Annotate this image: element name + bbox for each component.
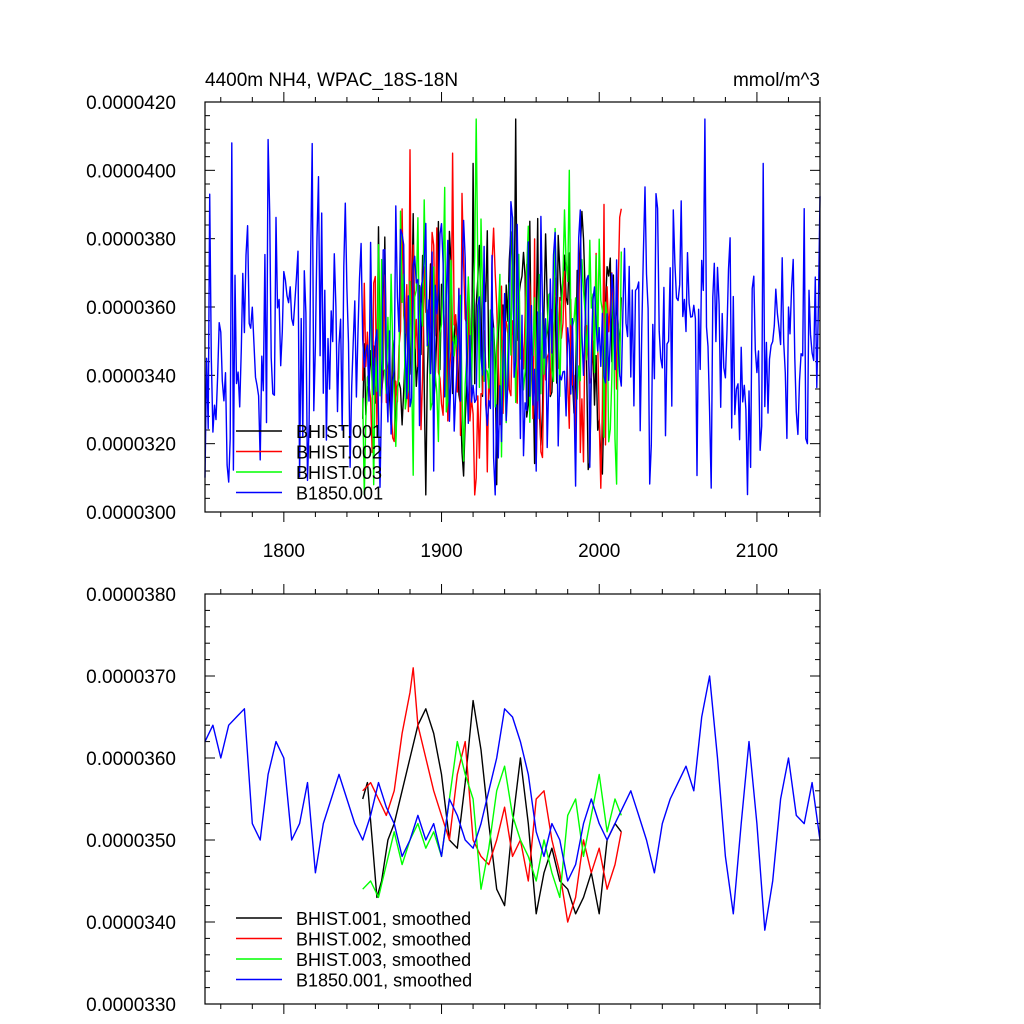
legend-label: BHIST.001, smoothed	[296, 909, 471, 929]
y-tick-label: 0.0000400	[86, 161, 176, 182]
x-tick-label: 2100	[736, 541, 778, 562]
top-panel-series	[204, 118, 821, 496]
y-tick-label: 0.0000360	[86, 298, 176, 319]
top-panel-frame	[204, 101, 821, 513]
y-tick-label: 0.0000380	[86, 585, 176, 606]
legend-label: BHIST.003	[296, 463, 382, 483]
series-line	[204, 675, 821, 931]
y-tick-label: 0.0000340	[86, 913, 176, 934]
x-tick-label: 1900	[420, 541, 462, 562]
top-panel: 4400m NH4, WPAC_18S-18N mmol/m^3 0.00003…	[86, 70, 821, 562]
top-panel-units: mmol/m^3	[733, 70, 820, 91]
y-tick-label: 0.0000300	[86, 503, 176, 524]
legend-label: B1850.001	[296, 484, 383, 504]
y-tick-label: 0.0000360	[86, 749, 176, 770]
x-tick-label: 1800	[263, 541, 305, 562]
y-tick-label: 0.0000370	[86, 667, 176, 688]
y-tick-label: 0.0000320	[86, 435, 176, 456]
series-line	[362, 699, 622, 915]
legend-label: B1850.001, smoothed	[296, 971, 472, 991]
legend-label: BHIST.002	[296, 443, 382, 463]
bottom-panel-ticks: 0.0000330 0.0000340 0.0000350 0.0000360 0.00…	[86, 584, 821, 1016]
series-line	[362, 740, 622, 899]
legend-label: BHIST.002, smoothed	[296, 930, 471, 950]
bottom-panel-series	[204, 667, 821, 931]
legend-label: BHIST.001	[296, 422, 382, 442]
top-panel-title: 4400m NH4, WPAC_18S-18N	[205, 70, 458, 91]
top-panel-ticks: 0.0000300 0.0000320 0.0000340 0.0000360 0.00…	[86, 92, 821, 562]
y-tick-label: 0.0000330	[86, 995, 176, 1016]
series-line	[204, 118, 821, 496]
x-tick-label: 2000	[578, 541, 620, 562]
y-tick-label: 0.0000340	[86, 366, 176, 387]
legend-label: BHIST.003, smoothed	[296, 950, 471, 970]
bottom-panel: 0.0000330 0.0000340 0.0000350 0.0000360 0.00…	[86, 584, 821, 1016]
series-line	[362, 667, 622, 923]
bottom-panel-frame	[204, 593, 821, 1005]
y-tick-label: 0.0000350	[86, 831, 176, 852]
y-tick-label: 0.0000420	[86, 93, 176, 114]
y-tick-label: 0.0000380	[86, 230, 176, 251]
